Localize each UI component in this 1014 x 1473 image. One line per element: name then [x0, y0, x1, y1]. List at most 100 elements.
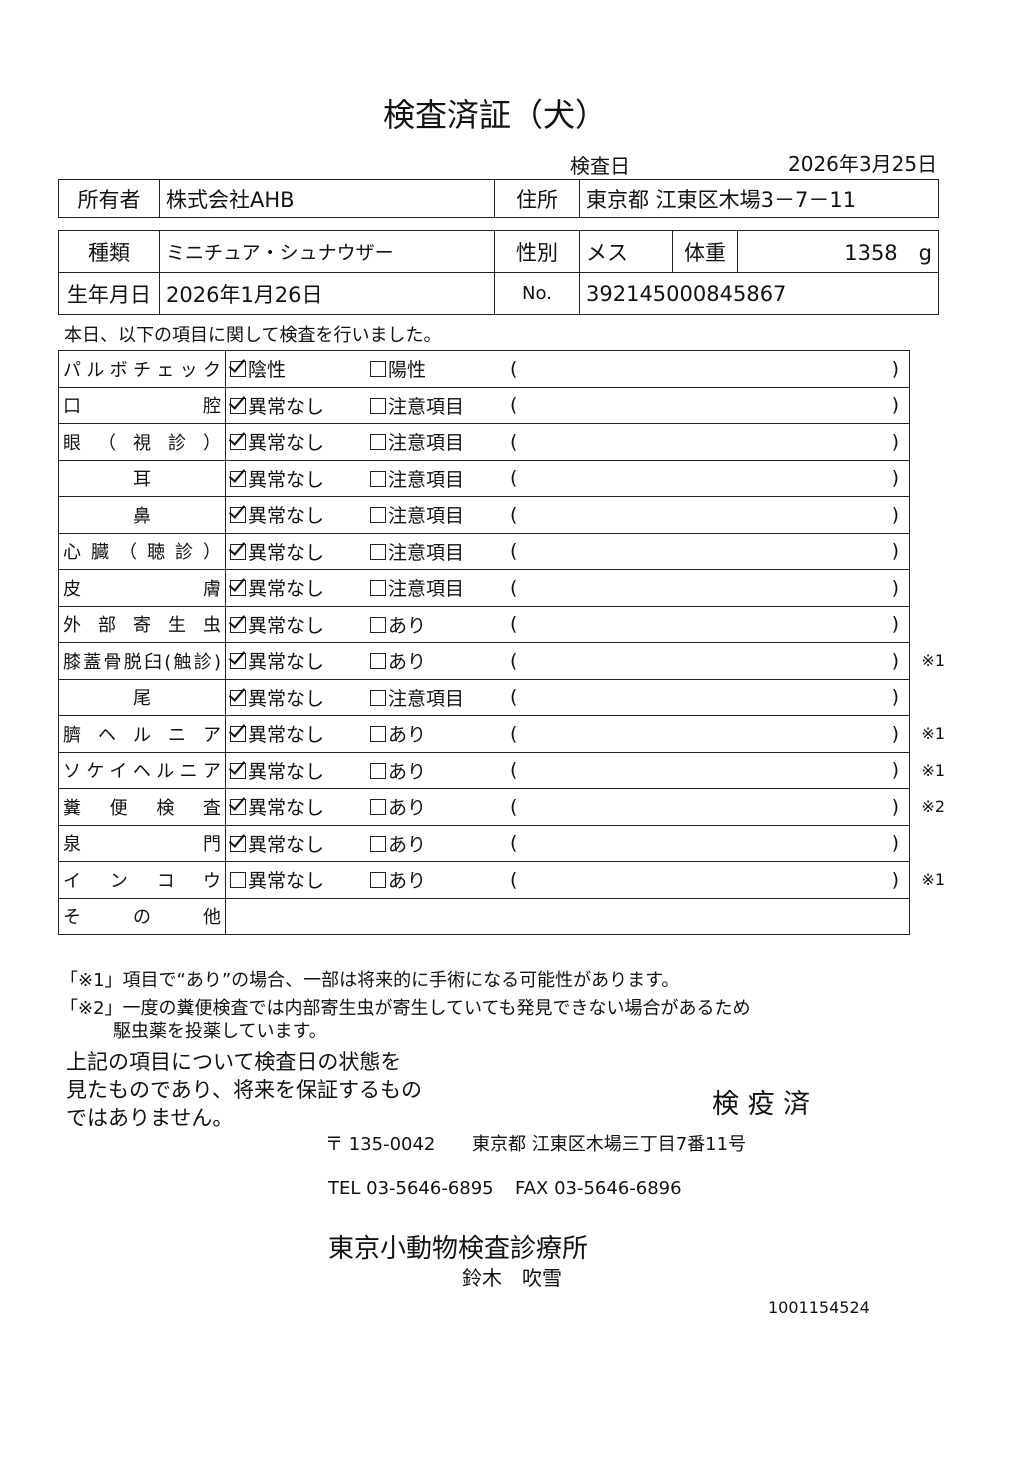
- option-normal[interactable]: 異常なし: [225, 532, 366, 570]
- option-abnormal[interactable]: 注意項目: [366, 569, 500, 607]
- option-label: あり: [388, 724, 427, 747]
- option-normal[interactable]: 異常なし: [225, 788, 366, 826]
- checkbox-icon[interactable]: [230, 835, 246, 852]
- remarks-field[interactable]: () ※1: [500, 861, 945, 899]
- option-abnormal[interactable]: 注意項目: [366, 459, 500, 497]
- remarks-field[interactable]: (): [500, 459, 910, 497]
- option-abnormal[interactable]: 注意項目: [366, 386, 500, 424]
- option-normal[interactable]: 異常なし: [225, 569, 366, 607]
- option-abnormal[interactable]: 注意項目: [366, 423, 500, 461]
- option-abnormal[interactable]: 注意項目: [366, 532, 500, 570]
- checkbox-icon[interactable]: [370, 835, 386, 852]
- option-normal[interactable]: 異常なし: [225, 386, 366, 424]
- checkbox-icon[interactable]: [230, 507, 246, 524]
- checkbox-icon[interactable]: [370, 361, 386, 378]
- option-normal[interactable]: 異常なし: [225, 496, 366, 534]
- checkbox-icon[interactable]: [370, 470, 386, 487]
- clinic-address: 東京都 江東区木場三丁目7番11号: [472, 1134, 747, 1155]
- remarks-field[interactable]: (): [500, 532, 910, 570]
- checkbox-icon[interactable]: [370, 507, 386, 524]
- option-normal[interactable]: 異常なし: [225, 642, 366, 680]
- remarks-field[interactable]: (): [500, 496, 910, 534]
- checkbox-icon[interactable]: [230, 616, 246, 633]
- checkbox-icon[interactable]: [370, 726, 386, 743]
- remarks-field[interactable]: (): [500, 824, 910, 862]
- option-normal[interactable]: 異常なし: [225, 423, 366, 461]
- remarks-field[interactable]: () ※2: [500, 788, 945, 826]
- remarks-field[interactable]: () ※1: [500, 751, 945, 789]
- checkbox-icon[interactable]: [230, 397, 246, 414]
- checkbox-icon[interactable]: [230, 543, 246, 560]
- checkbox-icon[interactable]: [370, 543, 386, 560]
- checkbox-icon[interactable]: [370, 616, 386, 633]
- remarks-field[interactable]: () ※1: [500, 642, 945, 680]
- remarks-field[interactable]: (): [500, 350, 910, 388]
- checkbox-icon[interactable]: [370, 580, 386, 597]
- item-label: その他: [58, 897, 226, 935]
- option-abnormal[interactable]: あり: [366, 788, 500, 826]
- remarks-field[interactable]: (): [500, 678, 910, 716]
- remarks-field[interactable]: (): [500, 423, 910, 461]
- option-label: 異常なし: [248, 870, 325, 893]
- checkbox-icon[interactable]: [230, 653, 246, 670]
- option-normal[interactable]: 異常なし: [225, 824, 366, 862]
- option-abnormal[interactable]: あり: [366, 751, 500, 789]
- note-2: 「※2」一度の糞便検査では内部寄生虫が寄生していても発見できない場合があるため: [60, 998, 751, 1019]
- checkbox-icon[interactable]: [230, 580, 246, 597]
- option-abnormal[interactable]: あり: [366, 642, 500, 680]
- option-label: 注意項目: [388, 687, 465, 710]
- inspection-row: 皮膚 異常なし 注意項目 (): [58, 569, 910, 607]
- inspection-row: 外部寄生虫 異常なし あり (): [58, 605, 910, 643]
- sex-value: メス: [579, 230, 673, 273]
- inspection-row: 泉門 異常なし あり (): [58, 824, 910, 862]
- checkbox-icon[interactable]: [370, 397, 386, 414]
- option-normal[interactable]: 異常なし: [225, 861, 366, 899]
- option-abnormal[interactable]: あり: [366, 715, 500, 753]
- option-label: 注意項目: [388, 541, 465, 564]
- option-label: 異常なし: [248, 468, 325, 491]
- remarks-field[interactable]: (): [500, 386, 910, 424]
- option-abnormal[interactable]: あり: [366, 605, 500, 643]
- clinic-name: 東京小動物検査診療所: [328, 1234, 589, 1264]
- checkbox-icon[interactable]: [370, 762, 386, 779]
- remarks-field[interactable]: (): [500, 605, 910, 643]
- checkbox-icon[interactable]: [370, 434, 386, 451]
- option-abnormal[interactable]: 陽性: [366, 350, 500, 388]
- inspection-row: 尾 異常なし 注意項目 (): [58, 678, 910, 716]
- option-normal[interactable]: 陰性: [225, 350, 366, 388]
- option-label: 異常なし: [248, 395, 325, 418]
- checkbox-icon[interactable]: [230, 689, 246, 706]
- item-label: 尾: [58, 678, 226, 716]
- paren-open: (: [510, 357, 518, 380]
- doctor-name: 鈴木 吹雪: [462, 1266, 562, 1290]
- option-normal[interactable]: 異常なし: [225, 715, 366, 753]
- inspection-row: ソケイヘルニア 異常なし あり () ※1: [58, 751, 945, 789]
- checkbox-icon[interactable]: [370, 872, 386, 889]
- checkbox-icon[interactable]: [230, 434, 246, 451]
- inspection-row: 眼（視診） 異常なし 注意項目 (): [58, 423, 910, 461]
- paren-open: (: [510, 576, 518, 599]
- paren-close: ): [891, 576, 899, 599]
- checkbox-icon[interactable]: [230, 361, 246, 378]
- checkbox-icon[interactable]: [370, 689, 386, 706]
- checkbox-icon[interactable]: [230, 799, 246, 816]
- option-abnormal[interactable]: 注意項目: [366, 678, 500, 716]
- paren-close: ): [891, 430, 899, 453]
- option-abnormal[interactable]: あり: [366, 861, 500, 899]
- checkbox-icon[interactable]: [370, 799, 386, 816]
- checkbox-icon[interactable]: [230, 470, 246, 487]
- checkbox-icon[interactable]: [370, 653, 386, 670]
- option-normal[interactable]: 異常なし: [225, 751, 366, 789]
- option-normal[interactable]: 異常なし: [225, 605, 366, 643]
- option-normal[interactable]: 異常なし: [225, 459, 366, 497]
- remarks-field[interactable]: () ※1: [500, 715, 945, 753]
- remarks-field[interactable]: (): [500, 569, 910, 607]
- option-normal[interactable]: 異常なし: [225, 678, 366, 716]
- option-abnormal[interactable]: 注意項目: [366, 496, 500, 534]
- checkbox-icon[interactable]: [230, 872, 246, 889]
- option-abnormal[interactable]: あり: [366, 824, 500, 862]
- option-label: あり: [388, 614, 427, 637]
- checkbox-icon[interactable]: [230, 726, 246, 743]
- checkbox-icon[interactable]: [230, 762, 246, 779]
- other-field[interactable]: [225, 897, 910, 935]
